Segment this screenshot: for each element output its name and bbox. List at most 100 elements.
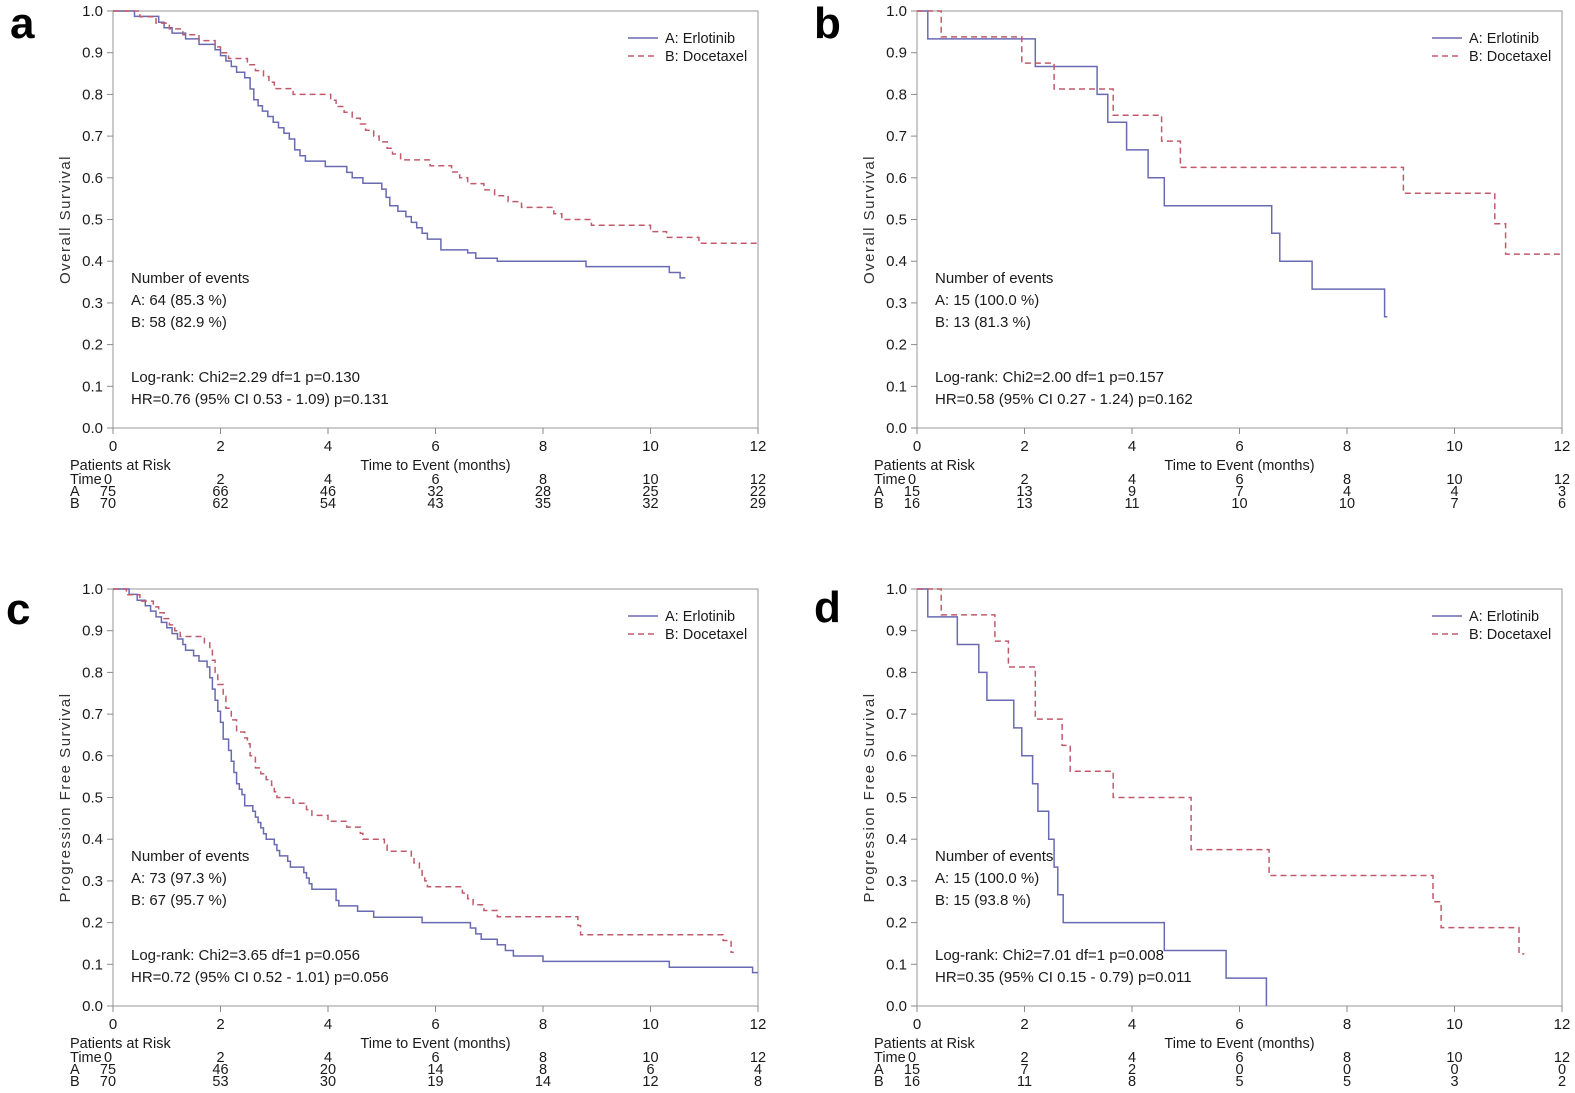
- x-axis-tick-label: 6: [431, 1016, 439, 1033]
- x-axis-title: Time to Event (months): [360, 1036, 510, 1052]
- plot-frame: [916, 10, 1563, 429]
- risk-value: 28: [535, 484, 551, 500]
- plot-frame: [916, 588, 1563, 1007]
- risk-value: 8: [1128, 1074, 1136, 1090]
- risk-value: 46: [212, 1062, 228, 1078]
- y-axis-tick-label: 0.2: [82, 337, 103, 354]
- y-axis-tick-label: 0.0: [886, 420, 907, 437]
- events-text-line: B: 13 (81.3 %): [935, 314, 1031, 331]
- y-axis-tick-label: 0.2: [886, 337, 907, 354]
- risk-row-label-B: B: [70, 496, 80, 512]
- risk-time-row-label: Time: [70, 1050, 102, 1066]
- risk-time-value: 2: [216, 1050, 224, 1066]
- panel-b-letter: b: [814, 0, 841, 48]
- y-axis-tick-label: 0.7: [886, 128, 907, 145]
- x-axis-tick-label: 12: [1554, 1016, 1571, 1033]
- risk-value: 11: [1017, 1074, 1032, 1090]
- risk-value: 32: [642, 496, 658, 512]
- risk-value: 6: [646, 1062, 654, 1078]
- stats-text-line: HR=0.35 (95% CI 0.15 - 0.79) p=0.011: [935, 969, 1192, 986]
- risk-value: 22: [750, 484, 766, 500]
- panel-a-letter: a: [10, 0, 35, 48]
- risk-row-label-A: A: [70, 1062, 80, 1078]
- x-axis-tick-label: 4: [324, 1016, 332, 1033]
- y-axis-tick-label: 0.0: [886, 998, 907, 1015]
- y-axis-tick-label: 0.8: [82, 86, 103, 103]
- panel-d: d 0.0 0.1 0.2 0.3 0.4 0.5 0.6 0.7 0.8 0.9 1.0 0 2 4 6 8…: [788, 578, 1575, 1093]
- x-axis-tick-label: 4: [1128, 438, 1136, 455]
- y-axis-tick-label: 0.5: [82, 212, 103, 229]
- risk-value: 20: [320, 1062, 336, 1078]
- risk-row-label-B: B: [70, 1074, 80, 1090]
- events-text-line: Number of events: [131, 848, 249, 865]
- risk-value: 15: [904, 484, 920, 500]
- legend-label-B: B: Docetaxel: [665, 627, 747, 643]
- risk-value: 0: [1343, 1062, 1351, 1078]
- x-axis-tick-label: 6: [1235, 438, 1243, 455]
- events-text-line: B: 15 (93.8 %): [935, 892, 1031, 909]
- risk-value: 4: [1450, 484, 1458, 500]
- y-axis-title: Progression Free Survival: [57, 692, 74, 902]
- y-axis-tick-label: 0.8: [82, 664, 103, 681]
- curve-docetaxel: [917, 10, 1562, 255]
- risk-value: 70: [100, 496, 116, 512]
- risk-value: 0: [1450, 1062, 1458, 1078]
- y-axis-tick-label: 0.4: [82, 831, 103, 848]
- events-text-line: Number of events: [935, 270, 1053, 287]
- x-axis-title: Time to Event (months): [360, 458, 510, 474]
- legend-label-A: A: Erlotinib: [665, 31, 735, 47]
- risk-time-value: 10: [642, 472, 658, 488]
- y-axis-tick-label: 0.3: [886, 873, 907, 890]
- risk-time-value: 12: [750, 472, 766, 488]
- x-axis-tick-label: 8: [539, 438, 547, 455]
- y-axis-tick-label: 0.4: [886, 253, 907, 270]
- events-text-line: B: 67 (95.7 %): [131, 892, 227, 909]
- y-axis-tick-label: 0.1: [886, 378, 907, 395]
- panel-a: a 0.0 0.1 0.2 0.3 0.4 0.5 0.6 0.7 0.8 0.9 1.0 0 2 4 6 8…: [0, 0, 787, 515]
- risk-time-value: 6: [1235, 1050, 1243, 1066]
- legend-label-B: B: Docetaxel: [1469, 627, 1551, 643]
- y-axis-tick-label: 0.5: [886, 790, 907, 807]
- legend-label-A: A: Erlotinib: [1469, 609, 1539, 625]
- risk-value: 0: [1235, 1062, 1243, 1078]
- y-axis-tick-label: 0.9: [82, 623, 103, 640]
- x-axis-tick-label: 6: [1235, 1016, 1243, 1033]
- curve-erlotinib: [113, 588, 758, 974]
- y-axis-tick-label: 0.1: [82, 956, 103, 973]
- curve-docetaxel: [113, 588, 734, 953]
- risk-value: 7: [1020, 1062, 1028, 1078]
- risk-time-value: 6: [431, 472, 439, 488]
- risk-time-value: 0: [908, 1050, 916, 1066]
- y-axis-tick-label: 0.0: [82, 998, 103, 1015]
- risk-time-value: 4: [1128, 472, 1136, 488]
- panel-b: b 0.0 0.1 0.2 0.3 0.4 0.5 0.6 0.7 0.8 0.9 1.0 0 2 4 6 8…: [788, 0, 1575, 515]
- x-axis-tick-label: 12: [750, 438, 767, 455]
- x-axis-tick-label: 10: [642, 438, 659, 455]
- risk-value: 54: [320, 496, 336, 512]
- x-axis-tick-label: 12: [750, 1016, 767, 1033]
- stats-text-line: Log-rank: Chi2=3.65 df=1 p=0.056: [131, 947, 360, 964]
- legend-label-B: B: Docetaxel: [1469, 49, 1551, 65]
- y-axis-tick-label: 0.6: [886, 748, 907, 765]
- y-axis-tick-label: 0.5: [82, 790, 103, 807]
- risk-value: 7: [1450, 496, 1458, 512]
- risk-row-label-A: A: [874, 484, 884, 500]
- y-axis-tick-label: 0.0: [82, 420, 103, 437]
- y-axis-tick-label: 0.8: [886, 86, 907, 103]
- risk-time-value: 12: [750, 1050, 766, 1066]
- panel-c-chart: 0.00.10.20.30.40.50.60.70.80.91.00 2 4 6 8 10…: [57, 581, 767, 1090]
- panel-a-chart: 0.00.10.20.30.40.50.60.70.80.91.00 2 4 6 8 10…: [57, 3, 767, 512]
- x-axis-tick-label: 8: [539, 1016, 547, 1033]
- events-text-line: A: 73 (97.3 %): [131, 870, 227, 887]
- y-axis-tick-label: 0.9: [886, 45, 907, 62]
- risk-value: 10: [1339, 496, 1355, 512]
- y-axis-tick-label: 0.3: [82, 295, 103, 312]
- risk-value: 8: [754, 1074, 762, 1090]
- risk-value: 9: [1128, 484, 1136, 500]
- risk-table-header: Patients at Risk: [874, 1036, 975, 1052]
- risk-table-header: Patients at Risk: [70, 458, 171, 474]
- y-axis-tick-label: 0.6: [82, 748, 103, 765]
- risk-time-value: 4: [324, 472, 332, 488]
- x-axis-title: Time to Event (months): [1164, 1036, 1314, 1052]
- risk-value: 53: [212, 1074, 228, 1090]
